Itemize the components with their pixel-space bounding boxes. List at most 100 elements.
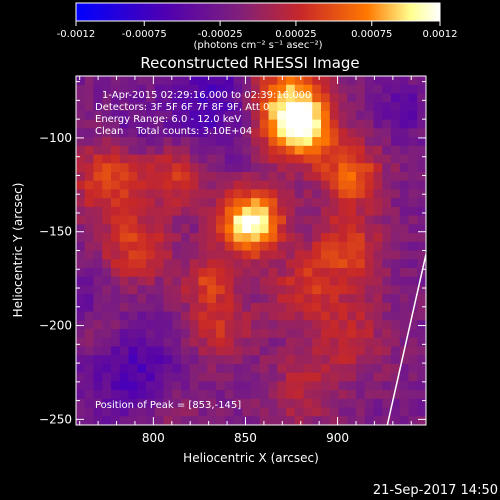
heatmap-cell — [189, 363, 200, 374]
heatmap-cell — [84, 276, 95, 286]
heatmap-cell — [181, 390, 191, 400]
heatmap-cell — [216, 311, 226, 321]
heatmap-cell — [294, 163, 305, 173]
heatmap-cell — [207, 294, 217, 304]
heatmap-cell — [242, 206, 252, 217]
heatmap-cell — [408, 320, 418, 330]
heatmap-cell — [259, 407, 270, 417]
heatmap-cell — [347, 84, 357, 95]
heatmap-cell — [84, 311, 95, 321]
heatmap-cell — [189, 224, 200, 234]
heatmap-cell — [102, 329, 112, 339]
heatmap-cell — [321, 302, 331, 313]
heatmap-cell — [321, 390, 331, 400]
heatmap-cell — [294, 311, 305, 321]
heatmap-cell — [391, 337, 401, 348]
heatmap-cell — [391, 119, 401, 129]
heatmap-cell — [207, 311, 217, 321]
heatmap-cell — [119, 93, 130, 103]
heatmap-cell — [382, 145, 392, 156]
heatmap-cell — [382, 372, 392, 382]
heatmap-cell — [286, 407, 296, 417]
heatmap-cell — [259, 267, 270, 278]
heatmap-cell — [382, 285, 392, 295]
heatmap-cell — [198, 102, 208, 112]
heatmap-cell — [128, 145, 138, 156]
heatmap-cell — [294, 381, 305, 391]
heatmap-cell — [93, 171, 103, 182]
heatmap-cell — [216, 189, 226, 199]
heatmap-cell — [286, 398, 296, 409]
heatmap-cell — [102, 294, 112, 304]
heatmap-cell — [154, 154, 165, 164]
heatmap-cell — [172, 372, 182, 382]
heatmap-cell — [233, 372, 243, 382]
heatmap-cell — [364, 363, 375, 374]
heatmap-cell — [364, 294, 375, 304]
heatmap-cell — [189, 241, 200, 252]
heatmap-cell — [408, 372, 418, 382]
heatmap-cell — [321, 329, 331, 339]
heatmap-cell — [312, 267, 322, 278]
heatmap-cell — [277, 329, 287, 339]
heatmap-cell — [224, 329, 235, 339]
heatmap-cell — [181, 267, 191, 278]
heatmap-cell — [111, 294, 121, 304]
heatmap-cell — [329, 180, 340, 191]
heatmap-cell — [111, 311, 121, 321]
heatmap-cell — [216, 93, 226, 103]
heatmap-cell — [268, 241, 278, 252]
heatmap-cell — [364, 329, 375, 339]
heatmap-cell — [382, 294, 392, 304]
heatmap-cell — [207, 198, 217, 208]
heatmap-cell — [163, 154, 173, 164]
heatmap-cell — [172, 137, 182, 147]
heatmap-cell — [417, 407, 426, 417]
heatmap-cell — [172, 110, 182, 121]
heatmap-cell — [119, 355, 130, 365]
heatmap-cell — [303, 311, 313, 321]
heatmap-cell — [321, 171, 331, 182]
heatmap-cell — [303, 215, 313, 225]
heatmap-cell — [224, 363, 235, 374]
heatmap-cell — [286, 241, 296, 252]
heatmap-cell — [224, 93, 235, 103]
heatmap-cell — [233, 294, 243, 304]
heatmap-cell — [391, 390, 401, 400]
heatmap-cell — [137, 416, 147, 425]
heatmap-cell — [251, 154, 261, 164]
heatmap-cell — [189, 93, 200, 103]
heatmap-cell — [163, 224, 173, 234]
heatmap-cell — [294, 128, 305, 138]
heatmap-cell — [391, 224, 401, 234]
heatmap-cell — [364, 102, 375, 112]
heatmap-cell — [408, 233, 418, 243]
heatmap-cell — [154, 346, 165, 356]
heatmap-cell — [163, 285, 173, 295]
heatmap-cell — [399, 84, 410, 95]
heatmap-cell — [207, 76, 217, 86]
heatmap-cell — [146, 154, 156, 164]
heatmap-cell — [294, 355, 305, 365]
heatmap-cell — [321, 276, 331, 286]
heatmap-cell — [181, 398, 191, 409]
heatmap-cell — [268, 198, 278, 208]
heatmap-cell — [373, 329, 383, 339]
heatmap-cell — [76, 372, 86, 382]
heatmap-cell — [382, 84, 392, 95]
heatmap-cell — [286, 337, 296, 348]
heatmap-cell — [207, 233, 217, 243]
heatmap-cell — [102, 250, 112, 260]
heatmap-cell — [373, 215, 383, 225]
heatmap-cell — [294, 102, 305, 112]
heatmap-cell — [102, 381, 112, 391]
heatmap-cell — [399, 390, 410, 400]
heatmap-cell — [119, 206, 130, 217]
heatmap-cell — [198, 110, 208, 121]
heatmap-cell — [391, 128, 401, 138]
heatmap-cell — [364, 180, 375, 191]
heatmap-cell — [76, 320, 86, 330]
heatmap-cell — [137, 259, 147, 269]
heatmap-cell — [356, 329, 366, 339]
heatmap-cell — [399, 119, 410, 129]
